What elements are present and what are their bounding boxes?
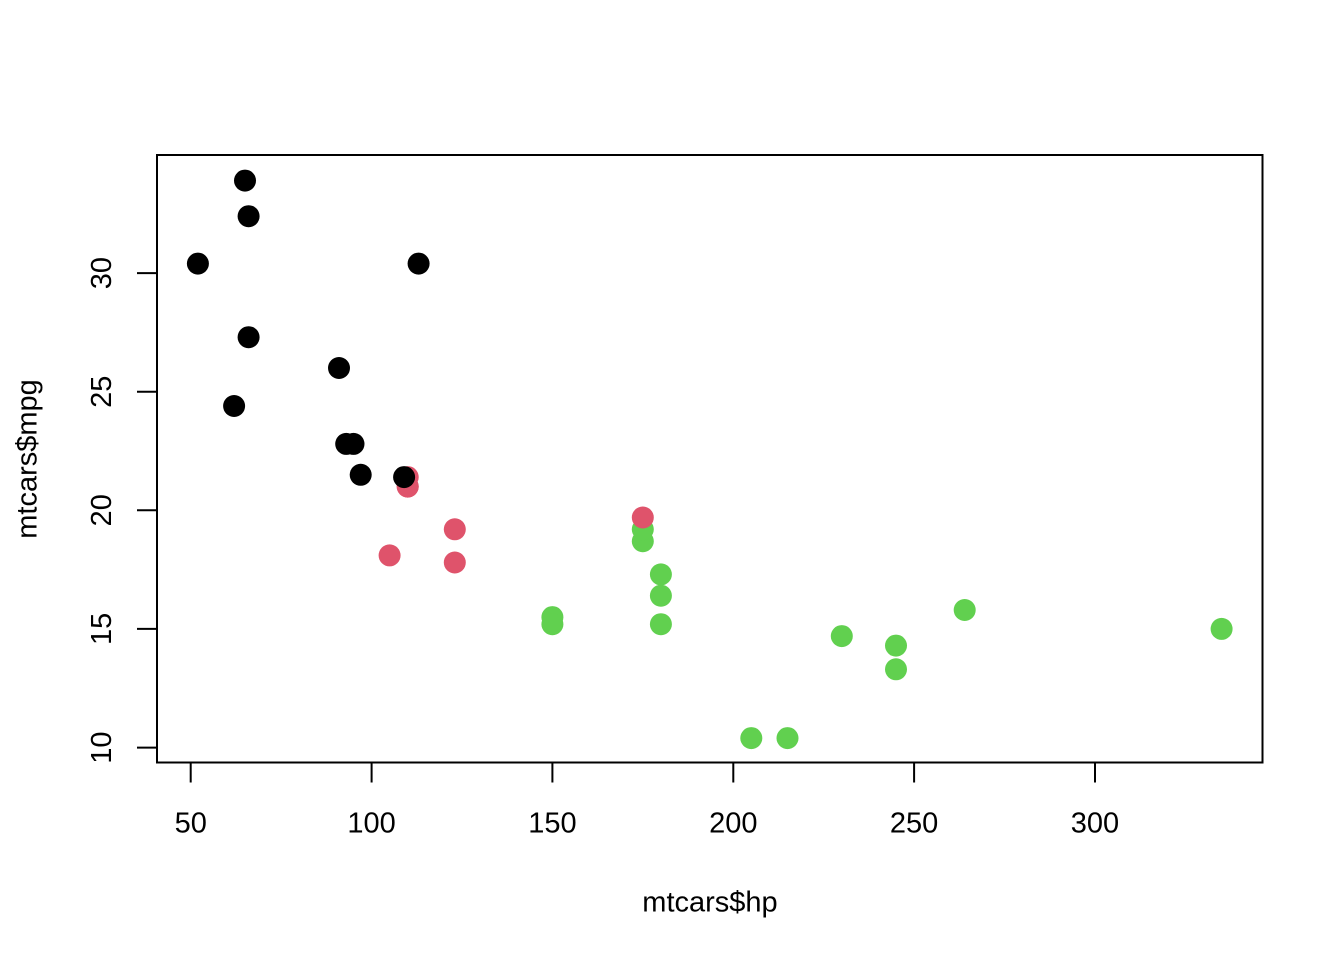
data-point	[443, 551, 466, 574]
y-axis-tick-label: 30	[86, 257, 118, 289]
data-point	[223, 395, 246, 417]
data-point	[776, 727, 799, 750]
y-axis-tick-label: 10	[86, 731, 118, 763]
data-point	[649, 563, 672, 586]
y-axis-tick-label: 25	[86, 376, 118, 408]
x-axis-label: mtcars$hp	[642, 886, 778, 919]
data-point	[407, 252, 430, 275]
data-point	[328, 357, 350, 379]
data-point	[649, 584, 672, 607]
plot-border	[156, 154, 1264, 764]
data-point	[885, 658, 907, 681]
x-axis-tick-label: 200	[709, 808, 757, 840]
data-point	[186, 252, 209, 275]
x-axis-tick-label: 250	[890, 808, 938, 840]
data-point	[740, 727, 763, 750]
data-point	[541, 613, 564, 636]
data-point	[649, 613, 672, 636]
data-point	[378, 544, 401, 567]
data-point	[953, 599, 976, 621]
data-point	[1210, 617, 1233, 640]
x-axis-tick-label: 50	[175, 808, 207, 840]
data-point	[885, 634, 907, 657]
x-axis-tick-label: 150	[528, 808, 576, 840]
y-axis-tick-label: 15	[86, 613, 118, 645]
data-point	[237, 205, 260, 228]
data-point	[234, 169, 256, 192]
y-axis-label: mtcars$mpg	[11, 379, 44, 539]
data-point	[443, 518, 466, 541]
data-point	[830, 625, 853, 648]
data-point	[237, 326, 260, 349]
x-axis-tick-label: 100	[347, 808, 395, 840]
x-axis-tick-label: 300	[1071, 808, 1119, 840]
y-axis-tick-label: 20	[86, 494, 118, 526]
data-point	[393, 466, 416, 489]
data-point	[631, 506, 654, 529]
data-point	[349, 463, 372, 486]
data-point	[342, 432, 365, 455]
